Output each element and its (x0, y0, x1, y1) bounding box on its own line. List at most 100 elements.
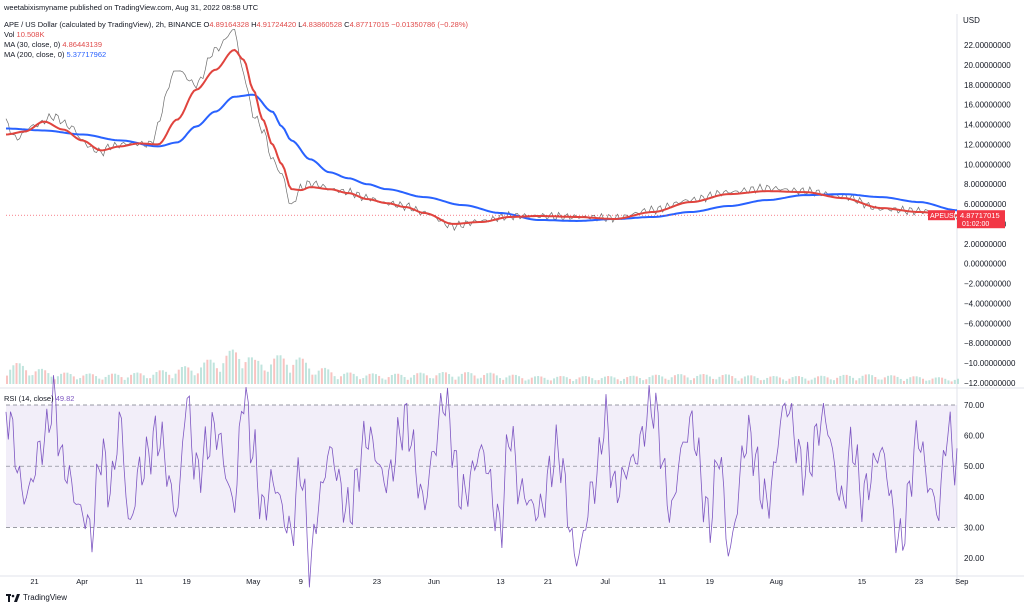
volume-bar (543, 377, 546, 384)
volume-bar (435, 375, 438, 384)
volume-bar (813, 377, 816, 384)
volume-bar (638, 378, 641, 384)
volume-bar (565, 377, 568, 384)
volume-bar (887, 375, 890, 384)
volume-bar (581, 376, 584, 384)
volume-bar (161, 370, 164, 384)
volume-bar (75, 379, 78, 384)
volume-bar (311, 374, 314, 384)
volume-bar (677, 374, 680, 384)
volume-bar (95, 376, 98, 384)
volume-bar (203, 362, 206, 384)
volume-bar (556, 376, 559, 384)
volume-bar (263, 370, 266, 384)
volume-bar (60, 373, 63, 384)
price-tick-label: −6.00000000 (964, 319, 1011, 328)
volume-bar (893, 375, 896, 384)
volume-bar (419, 372, 422, 384)
price-tick-label: 6.00000000 (964, 200, 1007, 209)
volume-bar (721, 375, 724, 384)
volume-bar (883, 377, 886, 384)
vol-value: 10.508K (16, 30, 45, 39)
volume-bar (861, 375, 864, 384)
volume-bar (667, 379, 670, 384)
vol-legend: Vol 10.508K (4, 30, 44, 39)
change-value: −0.01350786 (−0.28%) (391, 20, 469, 29)
time-tick-label: 11 (658, 577, 666, 586)
rsi-line (5, 375, 958, 588)
volume-bar (578, 377, 581, 384)
volume-bar (778, 377, 781, 384)
volume-bar (206, 359, 209, 384)
volume-bar (839, 375, 842, 384)
price-tick-label: 14.00000000 (964, 121, 1011, 130)
volume-bar (120, 377, 123, 384)
last-symbol-badge (928, 210, 955, 221)
volume-bar (788, 378, 791, 384)
volume-bar (645, 379, 648, 384)
volume-bar (772, 376, 775, 384)
volume-bar (330, 372, 333, 384)
volume-bar (314, 374, 317, 384)
volume-bar (810, 379, 813, 384)
price-tick-label: 0.00000000 (964, 260, 1007, 269)
volume-bar (6, 375, 8, 384)
volume-bar (110, 373, 113, 384)
volume-bar (215, 368, 218, 384)
volume-bar (715, 379, 718, 384)
volume-bar (877, 379, 880, 384)
volume-bar (944, 378, 947, 384)
time-tick-label: 21 (544, 577, 552, 586)
volume-bar (568, 378, 571, 384)
volume-bar (190, 370, 193, 384)
volume-bar (413, 374, 416, 384)
volume-bar (279, 355, 282, 384)
volume-bar (947, 380, 950, 384)
open-label: O (203, 20, 210, 29)
volume-bar (651, 375, 654, 384)
tradingview-footer[interactable]: TradingView (6, 593, 67, 602)
volume-bar (133, 373, 136, 384)
ma30-value: 4.86443139 (62, 40, 102, 49)
volume-bar (257, 360, 260, 384)
price-tick-label: −10.00000000 (964, 359, 1016, 368)
volume-bar (546, 379, 549, 384)
volume-bar (416, 373, 419, 384)
volume-bar (594, 380, 597, 384)
volume-bar (56, 376, 59, 384)
volume-bar (553, 378, 556, 384)
volume-bar (762, 379, 765, 384)
volume-bar (696, 375, 699, 384)
price-tick-label: 22.00000000 (964, 41, 1011, 50)
volume-bar (432, 378, 435, 384)
ma30-legend: MA (30, close, 0) 4.86443139 (4, 40, 102, 49)
volume-bar (12, 365, 15, 384)
rsi-value: 49.82 (55, 394, 75, 403)
volume-bar (518, 376, 521, 384)
volume-bar (241, 368, 244, 384)
volume-bar (680, 374, 683, 384)
time-tick-label: Aug (770, 577, 783, 586)
time-tick-label: 11 (135, 577, 143, 586)
time-tick-label: Apr (76, 577, 88, 586)
volume-bar (502, 379, 505, 384)
volume-bar (117, 374, 120, 384)
volume-bar (562, 376, 565, 384)
volume-bar (753, 376, 756, 384)
ma200-value: 5.37717962 (66, 50, 107, 59)
rsi-legend: RSI (14, close) 49.82 (4, 394, 74, 403)
volume-bar (658, 375, 661, 384)
volume-bar (712, 378, 715, 384)
volume-bar (298, 357, 301, 384)
volume-bar (880, 379, 883, 384)
price-line (5, 29, 958, 232)
volume-bar (629, 375, 632, 384)
volume-bar (607, 376, 610, 384)
time-tick-label: 23 (915, 577, 923, 586)
volume-bar (123, 379, 126, 384)
volume-bar (492, 373, 495, 384)
volume-bar (355, 376, 358, 384)
volume-bar (292, 364, 295, 384)
price-tick-label: 8.00000000 (964, 180, 1007, 189)
volume-bar (180, 367, 183, 384)
